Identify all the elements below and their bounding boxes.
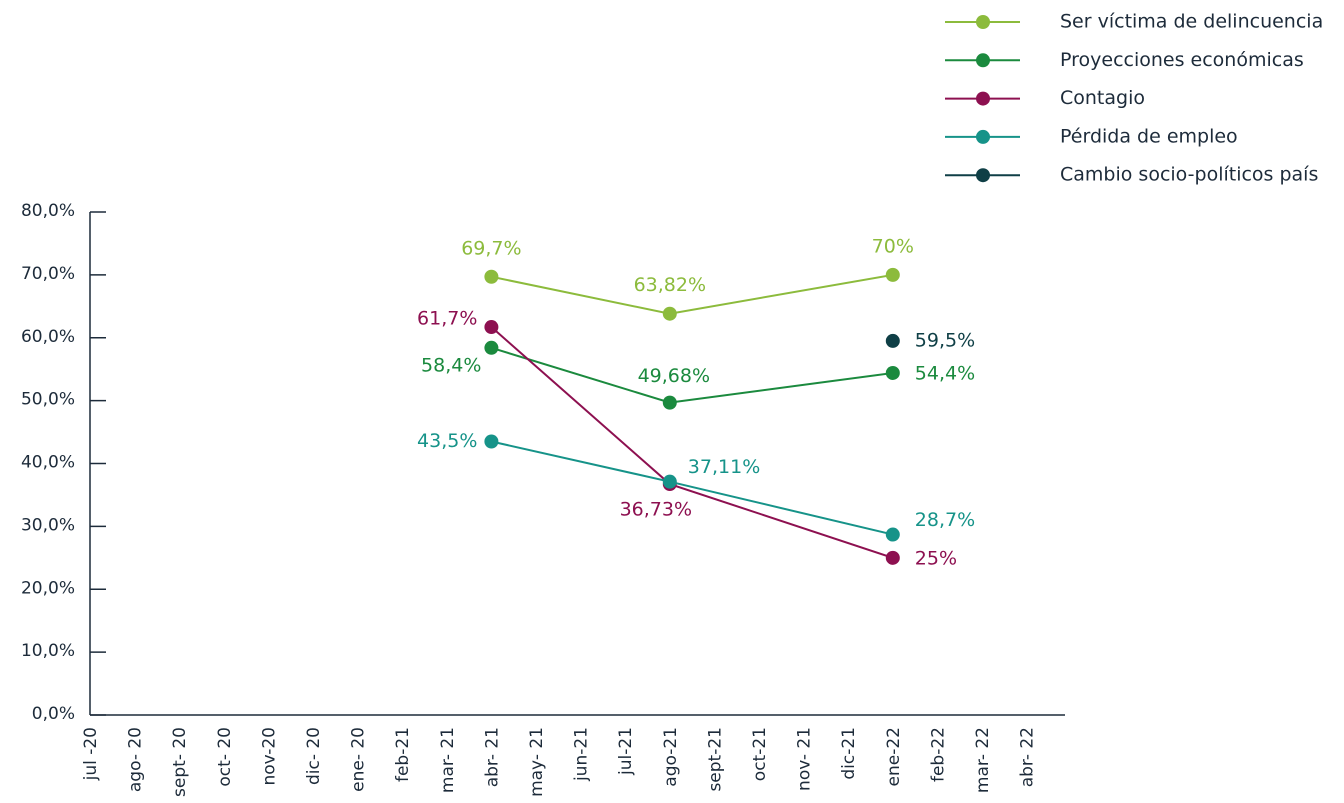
- legend-label: Cambio socio-políticos país: [1060, 164, 1318, 186]
- x-tick-label: ene-22: [884, 727, 904, 786]
- data-label: 36,73%: [620, 499, 692, 521]
- y-tick-label: 60,0%: [21, 327, 75, 347]
- x-tick-label: mar- 22: [973, 727, 993, 793]
- x-tick-label: jul -20: [81, 727, 101, 781]
- data-point: [885, 527, 900, 542]
- x-tick-label: ene- 20: [349, 727, 369, 792]
- legend-label: Proyecciones económicas: [1060, 49, 1304, 71]
- legend-marker: [976, 91, 990, 106]
- y-tick-label: 10,0%: [21, 641, 75, 661]
- legend-marker: [976, 15, 990, 29]
- data-label: 25%: [915, 547, 957, 569]
- data-label: 43,5%: [417, 430, 477, 452]
- x-tick-label: jun-21: [572, 727, 592, 782]
- data-point: [885, 550, 900, 565]
- data-label: 70%: [872, 235, 914, 257]
- data-point: [885, 333, 900, 348]
- data-label: 63,82%: [634, 274, 706, 296]
- data-point: [484, 340, 499, 355]
- x-tick-label: oct-21: [750, 727, 770, 781]
- data-label: 69,7%: [461, 237, 521, 259]
- x-tick-label: ago- 20: [126, 727, 146, 792]
- data-point: [662, 474, 677, 489]
- x-tick-label: sept- 20: [170, 727, 190, 797]
- data-label: 59,5%: [915, 329, 975, 351]
- series-line: [490, 326, 894, 559]
- x-tick-label: oct- 20: [215, 727, 235, 787]
- x-tick-label: dic-21: [839, 727, 859, 780]
- x-tick-label: mar- 21: [438, 727, 458, 793]
- data-point: [484, 269, 499, 284]
- y-tick-label: 80,0%: [21, 201, 75, 221]
- legend-label: Ser víctima de delincuencia: [1060, 11, 1323, 33]
- x-tick-label: feb-22: [928, 727, 948, 782]
- legend-marker: [976, 168, 990, 183]
- y-tick-label: 50,0%: [21, 390, 75, 410]
- x-tick-label: nov-20: [259, 727, 279, 786]
- data-label: 61,7%: [417, 308, 477, 330]
- legend-marker: [976, 129, 990, 144]
- data-point: [662, 306, 677, 321]
- x-tick-label: abr- 22: [1018, 727, 1038, 787]
- data-point: [662, 395, 677, 410]
- data-label: 49,68%: [638, 365, 710, 387]
- y-tick-label: 70,0%: [21, 264, 75, 284]
- x-tick-label: dic- 20: [304, 727, 324, 785]
- x-tick-label: abr- 21: [482, 727, 502, 787]
- y-tick-label: 40,0%: [21, 453, 75, 473]
- x-tick-label: feb-21: [393, 727, 413, 782]
- x-tick-label: may- 21: [527, 727, 547, 797]
- data-label: 37,11%: [688, 456, 760, 478]
- legend-marker: [976, 53, 990, 68]
- x-tick-label: nov- 21: [795, 727, 815, 791]
- y-tick-label: 0,0%: [32, 704, 75, 724]
- data-point: [885, 365, 900, 380]
- data-label: 28,7%: [915, 509, 975, 531]
- y-tick-label: 30,0%: [21, 515, 75, 535]
- legend-label: Pérdida de empleo: [1060, 125, 1238, 147]
- legend-label: Contagio: [1060, 87, 1145, 109]
- data-label: 58,4%: [421, 354, 481, 376]
- data-point: [885, 267, 900, 282]
- data-label: 54,4%: [915, 362, 975, 384]
- y-tick-label: 20,0%: [21, 578, 75, 598]
- data-point: [484, 434, 499, 449]
- data-point: [484, 320, 499, 335]
- x-tick-label: sept-21: [705, 727, 725, 792]
- x-tick-label: jul-21: [616, 727, 636, 776]
- x-tick-label: ago-21: [661, 727, 681, 787]
